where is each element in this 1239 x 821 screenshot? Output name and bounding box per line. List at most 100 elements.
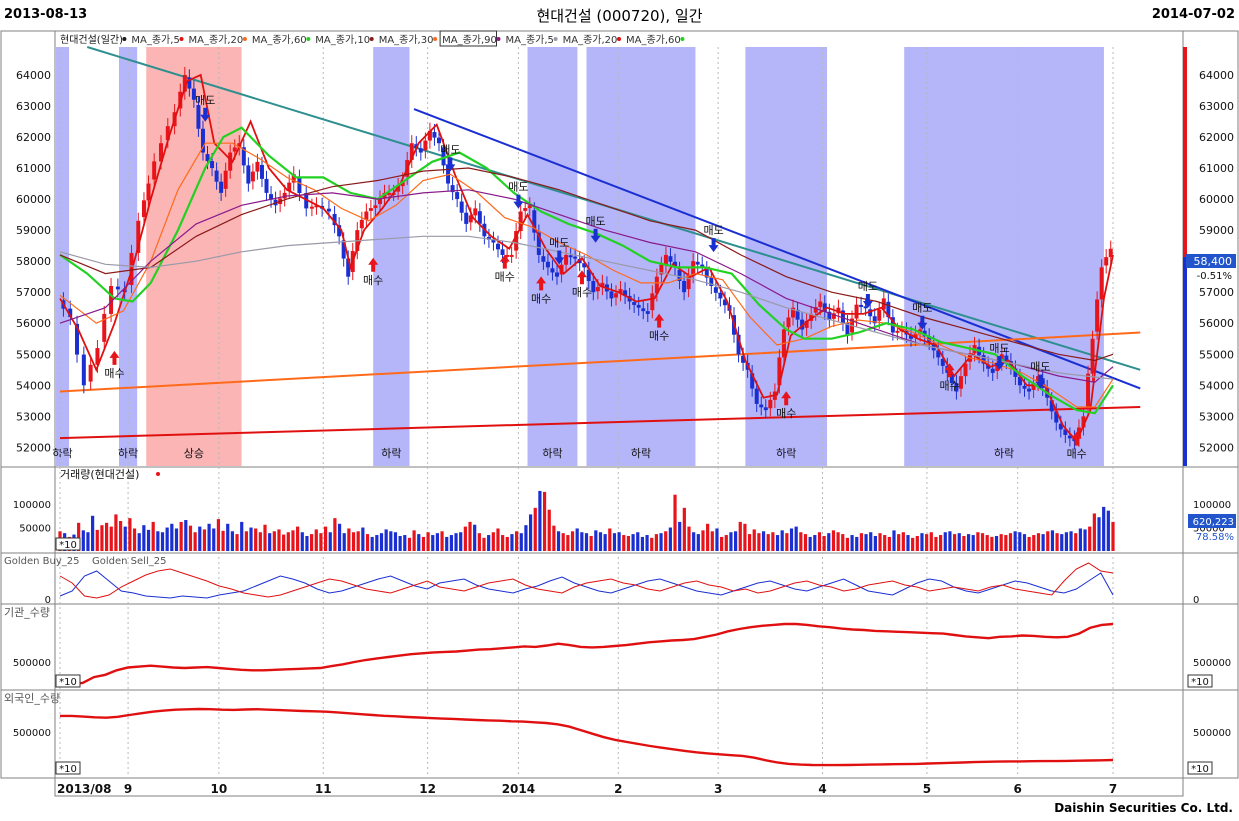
candle-body (1063, 429, 1068, 435)
volume-bar (533, 507, 537, 551)
candle-body (1076, 427, 1081, 439)
candle-body (191, 88, 196, 100)
volume-bar (771, 532, 775, 551)
volume-bar (277, 529, 281, 551)
candle-body (210, 161, 215, 169)
volume-bar (268, 533, 272, 551)
candle-body (514, 231, 519, 251)
volume-bar (179, 521, 183, 551)
volume-bar (985, 535, 989, 551)
volume-bar (314, 529, 318, 551)
zone-down-1 (119, 47, 138, 466)
volume-bar (720, 536, 724, 551)
golden-tick-left: 0 (45, 595, 51, 606)
volume-bar (123, 526, 127, 551)
volume-bar (990, 536, 994, 551)
volume-bar (994, 535, 999, 551)
candle-body (836, 307, 841, 314)
volume-bar (361, 527, 365, 551)
volume-bar (673, 494, 677, 551)
volume-bar (608, 528, 612, 551)
volume-bar (389, 531, 393, 551)
legend-item: 현대건설(일간) (60, 34, 123, 46)
candle-body (468, 215, 473, 223)
volume-bar (901, 532, 905, 551)
buy-arrow-icon (109, 350, 120, 365)
candle-body (450, 185, 455, 193)
foreign-line (60, 707, 1114, 767)
x-tick-label: 3 (714, 782, 722, 796)
candle-body (246, 165, 251, 184)
candle-body (659, 264, 664, 275)
candle-body (75, 323, 80, 355)
candle-body (486, 236, 491, 240)
volume-bar (1027, 536, 1031, 551)
candle-body (418, 148, 423, 153)
institution-multiplier-box-right (1187, 674, 1213, 688)
sell-arrow-icon (708, 238, 719, 253)
volume-bar (109, 526, 113, 551)
volume-bar (198, 526, 202, 551)
candle-body (219, 181, 224, 193)
buy-signal-label: 매수 (572, 286, 592, 299)
candle-body (1058, 423, 1063, 430)
volume-bar (645, 535, 649, 551)
institution-tick-left: 500000 (13, 658, 51, 669)
volume-bar (831, 530, 836, 551)
volume-bar (971, 535, 975, 551)
legend-item: MA_종가,5 (131, 34, 179, 46)
volume-bar (1069, 531, 1073, 551)
volume-bar (95, 529, 99, 551)
volume-tick-left: 100000 (13, 500, 51, 511)
zone-up-2 (146, 47, 242, 466)
candle-body (872, 316, 877, 324)
x-tick-label: 6 (1014, 782, 1022, 796)
volume-bar (459, 532, 463, 551)
sell-signal-label: 매도 (585, 215, 605, 228)
candle-body (863, 306, 868, 309)
candle-body (314, 205, 319, 208)
candle-body (568, 255, 573, 258)
candle-body (927, 336, 932, 342)
volume-bar (328, 532, 332, 551)
volume-bar (1111, 521, 1115, 551)
volume-bar (980, 533, 985, 551)
volume-bar (556, 531, 561, 551)
zone-down-3 (373, 47, 410, 466)
volume-bar (118, 520, 123, 551)
legend-item: MA_종가,20 (563, 34, 618, 46)
sell-signal-label: 매도 (703, 224, 723, 237)
candle-body (368, 208, 373, 211)
institution-tick-right: 500000 (1193, 658, 1231, 669)
volume-bar (692, 532, 696, 551)
legend-dot (433, 37, 438, 41)
volume-bar (962, 535, 966, 551)
sell-signal-label: 매도 (508, 181, 528, 194)
buy-signal-label: 매수 (1067, 448, 1087, 461)
volume-tick-left: 50000 (19, 524, 51, 535)
candle-body (523, 208, 528, 211)
volume-bar (724, 535, 728, 551)
volume-bar (1102, 506, 1106, 551)
candle-body (223, 170, 228, 189)
volume-bar (943, 532, 947, 551)
candle-body (232, 147, 237, 152)
volume-bar (1046, 531, 1050, 551)
volume-bar (356, 531, 360, 551)
candle-body (673, 261, 678, 268)
candle-body (187, 77, 192, 89)
volume-bars (58, 490, 1115, 551)
volume-last-pct: 78.58% (1196, 532, 1234, 543)
candle-body (600, 282, 605, 288)
volume-bar (403, 535, 407, 551)
candle-body (868, 309, 873, 317)
volume-bar (100, 525, 104, 551)
volume-bar (491, 532, 495, 551)
volume-bar (636, 532, 640, 551)
x-axis-strip (54, 777, 1184, 797)
volume-bar (897, 534, 901, 551)
volume-bar (221, 530, 225, 551)
sell-arrow-icon (445, 157, 456, 172)
